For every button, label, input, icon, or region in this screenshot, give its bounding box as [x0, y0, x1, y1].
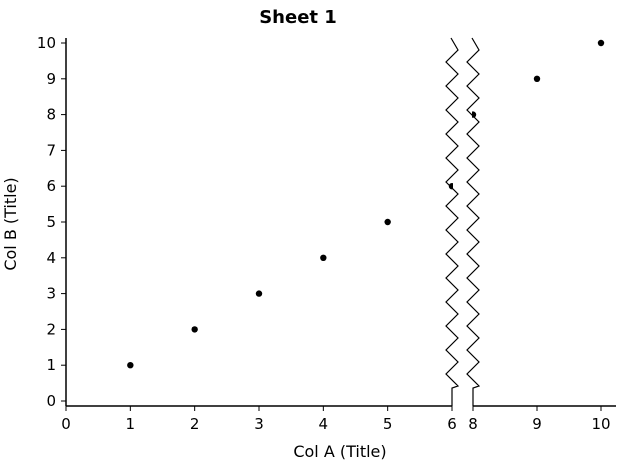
- y-axis-label: Col B (Title): [1, 177, 20, 270]
- x-tick-label: 3: [254, 415, 264, 433]
- y-tick-label: 8: [46, 106, 56, 124]
- x-tick-label: 1: [126, 415, 136, 433]
- x-axis-label: Col A (Title): [293, 442, 386, 461]
- x-tick-label: 5: [383, 415, 393, 433]
- axis-break: [445, 36, 481, 408]
- x-tick-label: 2: [190, 415, 200, 433]
- data-point: [255, 290, 263, 297]
- y-tick-label: 4: [46, 249, 56, 267]
- y-tick-label: 1: [46, 356, 56, 374]
- y-tick-label: 6: [46, 177, 56, 195]
- x-tick-label: 8: [468, 415, 478, 433]
- axis-break-line-left: [445, 37, 460, 406]
- data-point: [384, 218, 391, 226]
- y-tick-label: 7: [46, 141, 56, 159]
- data-point: [320, 254, 327, 261]
- data-point: [191, 326, 198, 333]
- data-points: [127, 39, 605, 369]
- data-point: [533, 75, 541, 83]
- y-tick-label: 2: [46, 320, 56, 338]
- x-tick-label: 10: [591, 415, 610, 433]
- y-tick-label: 9: [46, 70, 56, 88]
- data-point: [597, 39, 605, 47]
- y-tick-label: 0: [46, 392, 56, 410]
- x-tick-label: 9: [532, 415, 542, 433]
- y-tick-label: 3: [46, 285, 56, 303]
- chart-title: Sheet 1: [259, 7, 337, 28]
- y-tick-label: 10: [37, 34, 56, 52]
- data-point: [127, 362, 134, 369]
- x-tick-label: 4: [319, 415, 329, 433]
- axes: [65, 38, 616, 407]
- x-tick-label: 6: [447, 415, 457, 433]
- y-tick-label: 5: [46, 213, 56, 231]
- x-tick-label: 0: [61, 415, 71, 433]
- axis-break-line-right: [466, 37, 481, 406]
